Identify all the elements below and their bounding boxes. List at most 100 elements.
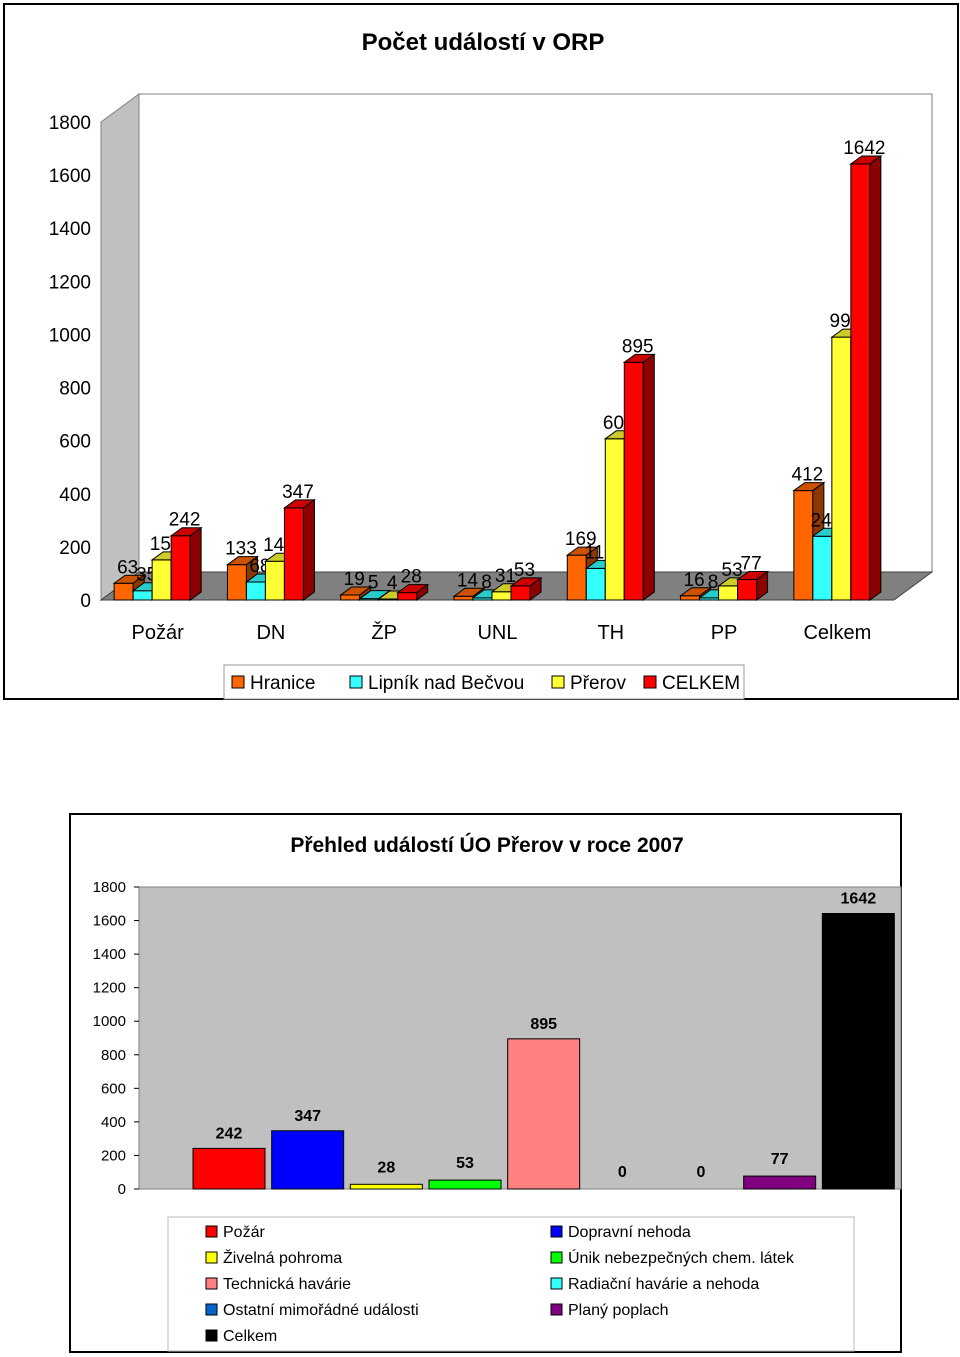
legend-box [167,1216,855,1352]
data-label: 31 [495,566,516,587]
y-tick-label: 1600 [93,913,126,930]
bar-side [756,570,769,601]
x-category-label: Požár [132,622,185,644]
data-label: 28 [377,1159,395,1176]
legend-label: CELKEM [662,673,740,694]
chart-orp-events: Počet událostí v ORP 0 200 400 600 800 1000 120… [3,3,959,700]
bar-front [283,507,304,601]
legend-label: Požár [223,1224,265,1241]
y-tick-label: 1200 [49,272,91,293]
x-category-label: DN [256,622,285,644]
data-label: 5 [368,573,379,594]
bar-front [585,567,606,601]
chart-title: Přehled událostí ÚO Přerov v roce 2007 [290,833,683,857]
bar-front [566,554,587,601]
x-category-label: UNL [477,622,517,644]
legend-label: Planý poplach [568,1302,669,1319]
y-tick-label: 1600 [49,166,91,187]
legend-swatch [551,675,565,689]
legend-label: Technická havárie [223,1276,351,1293]
chart-orp-svg: Počet událostí v ORP 0 200 400 600 800 1000 120… [49,29,934,700]
legend-swatch [205,1225,218,1238]
y-tick-label: 600 [59,432,91,453]
bar-front [113,582,134,601]
data-label: 53 [514,560,535,581]
y-tick-label: 1200 [93,980,126,997]
y-tick-label: 800 [101,1047,126,1064]
legend-swatch [550,1303,563,1316]
bar-front [510,585,531,601]
data-label: 28 [401,567,422,588]
bar-front [623,361,644,601]
bar-front [151,559,172,601]
data-label: 8 [481,572,492,593]
bar-front [850,163,871,601]
chart-uo-prerov-2007: Přehled událostí ÚO Přerov v roce 2007 0 2… [69,813,902,1353]
bar-side [642,353,655,601]
data-label: 1642 [841,891,877,908]
y-tick-label: 1800 [93,879,126,896]
chart-title: Počet událostí v ORP [362,29,605,56]
data-label: 77 [741,554,762,575]
legend-label: Živelná pohroma [223,1248,342,1267]
data-label: 895 [622,336,654,357]
data-label: 242 [169,510,201,531]
bar-front [680,595,701,601]
bar-front [453,595,474,601]
data-label: 16 [684,570,705,591]
y-tick-label: 1400 [93,946,126,963]
legend-label: Ostatní mimořádné události [223,1302,419,1319]
legend-swatch [231,675,245,689]
bar-front [397,592,418,601]
bar-front [737,579,758,601]
data-label: 242 [216,1125,243,1142]
bar-front [132,590,153,601]
chart-uo-prerov-svg: Přehled událostí ÚO Přerov v roce 2007 0 2… [93,833,902,1352]
bar-side [302,498,315,601]
bar [507,1038,581,1190]
data-label: 19 [344,569,365,590]
bar [743,1175,817,1190]
data-label: 8 [708,572,719,593]
bar-3d [509,576,543,601]
bar [192,1147,266,1190]
legend-label: Hranice [250,673,315,694]
y-tick-label: 0 [118,1181,126,1198]
bar-front [340,594,361,601]
data-label: 53 [456,1155,474,1172]
legend-swatch [205,1277,218,1290]
bar-front [604,438,625,601]
bar [821,913,895,1190]
y-tick-label: 1000 [93,1013,126,1030]
bar-side [529,576,542,601]
bar-3d [736,570,770,601]
data-label: 347 [294,1108,321,1125]
y-tick-label: 200 [59,538,91,559]
legend-swatch [205,1303,218,1316]
y-tick-label: 400 [101,1114,126,1131]
bar [428,1179,502,1190]
legend-label: Únik nebezpečných chem. látek [568,1248,795,1267]
legend-label: Přerov [570,673,626,694]
y-tick-label: 1800 [49,113,91,134]
bar-front [793,490,814,601]
data-label: 895 [530,1016,557,1033]
legend-box [223,664,745,700]
data-label: 63 [117,557,138,578]
y-tick-label: 0 [80,591,91,612]
legend-swatch [349,675,363,689]
legend-swatch [550,1225,563,1238]
legend-label: Celkem [223,1328,277,1345]
data-label: 0 [697,1164,706,1181]
bar-3d [169,526,203,601]
y-tick-label: 600 [101,1080,126,1097]
bar [271,1130,345,1190]
bar [349,1183,423,1190]
legend-swatch [643,675,657,689]
y-tick-label: 1400 [49,219,91,240]
bar-front [831,336,852,601]
bar-front [245,581,266,601]
legend-label: Radiační havárie a nehoda [568,1276,759,1293]
x-category-label: PP [711,622,738,644]
data-label: 0 [618,1164,627,1181]
